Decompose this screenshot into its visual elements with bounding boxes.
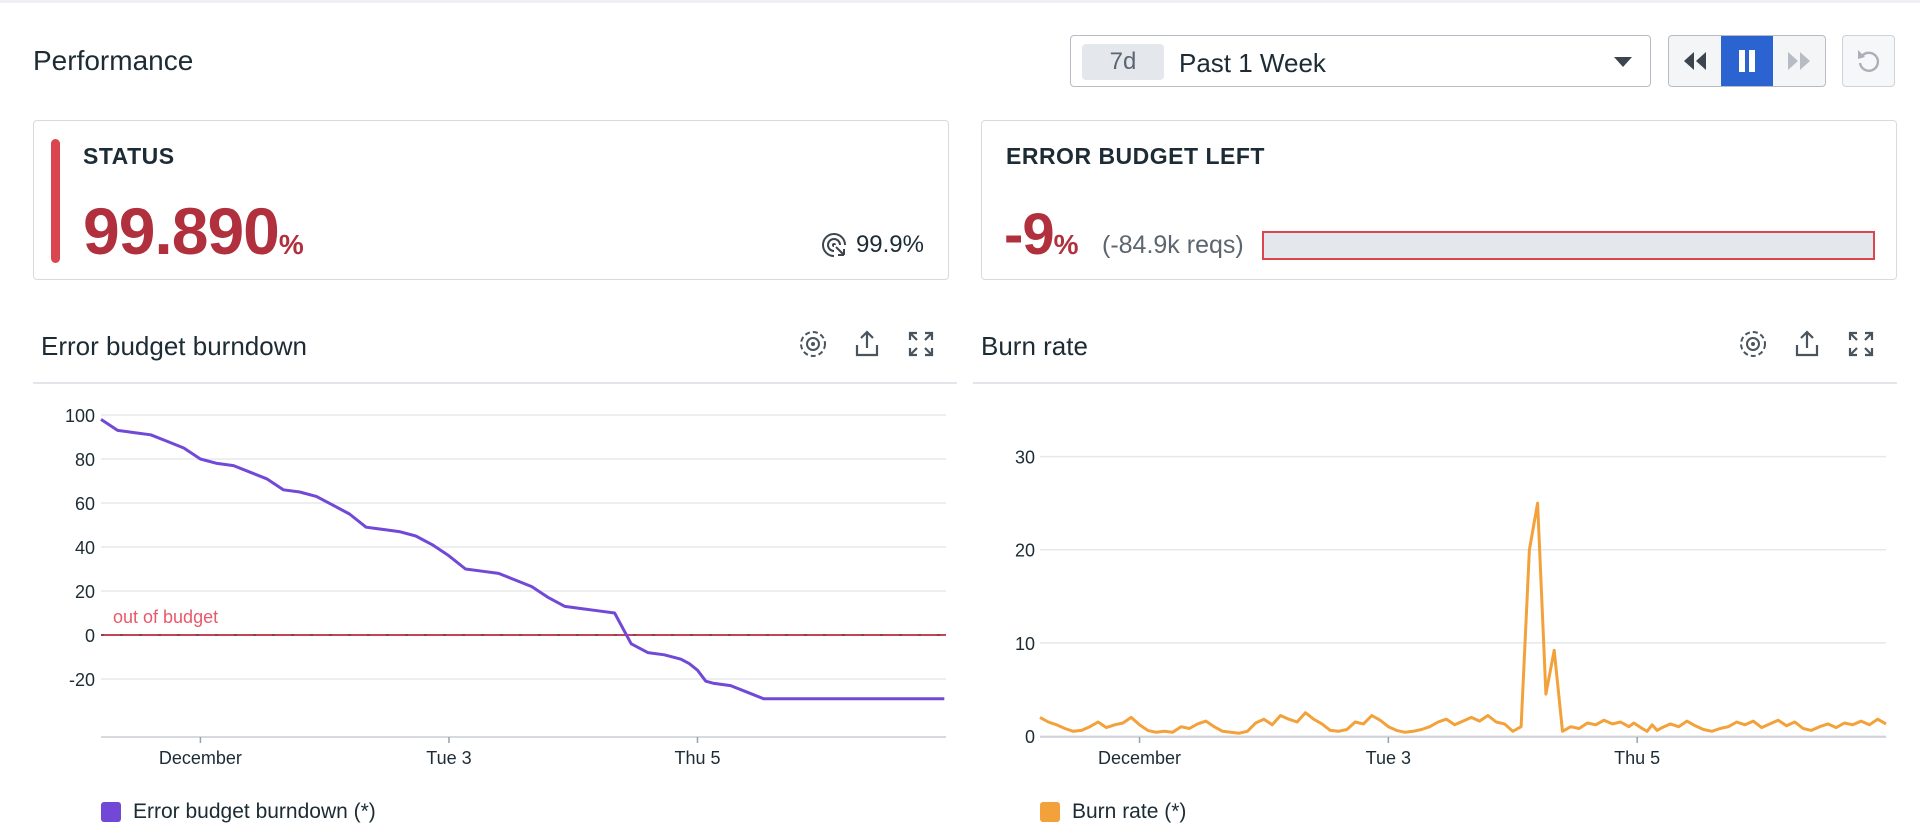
budget-progress-bar: [1262, 231, 1875, 260]
y-tick-label: 60: [75, 494, 95, 514]
status-unit: %: [278, 229, 304, 260]
burnrate-legend-label: Burn rate (*): [1072, 800, 1187, 823]
expand-icon: [908, 331, 934, 357]
burnrate-chart: 30 20 10 0 December Tue 3 Thu 5: [1015, 448, 1887, 768]
series-line: [1039, 501, 1887, 735]
status-indicator-bar: [51, 139, 60, 263]
burndown-divider: [33, 382, 957, 384]
status-card: STATUS 99.890% 99.9%: [33, 120, 949, 280]
y-tick-label: 20: [1015, 541, 1035, 561]
time-range-chip: 7d: [1082, 44, 1164, 80]
x-tick-label: Tue 3: [1366, 748, 1411, 768]
error-budget-card: ERROR BUDGET LEFT -9% (-84.9k reqs): [981, 120, 1897, 280]
x-tick-label: Tue 3: [426, 748, 471, 768]
status-number: 99.890: [83, 194, 280, 268]
x-tick-label: December: [159, 748, 242, 768]
burnrate-divider: [973, 382, 1897, 384]
burndown-chart: 100 80 60 40 20 0 -20 December Tue 3 Thu 5 out of …: [65, 406, 946, 768]
x-tick-label: December: [1098, 748, 1181, 768]
pause-icon: [1739, 50, 1755, 72]
budget-value: -9%: [1004, 201, 1079, 268]
correlation-icon: [800, 331, 826, 357]
y-tick-label: -20: [69, 670, 95, 690]
y-tick-label: 30: [1015, 448, 1035, 468]
slo-target-value: 99.9%: [855, 231, 924, 258]
budget-heading: ERROR BUDGET LEFT: [1006, 143, 1265, 169]
y-tick-label: 20: [75, 582, 95, 602]
export-icon: [1795, 330, 1819, 357]
burndown-legend-label: Error budget burndown (*): [133, 800, 376, 823]
fast-forward-button[interactable]: [1773, 36, 1825, 86]
caret-down-icon: [1614, 57, 1632, 67]
export-icon: [855, 330, 879, 357]
playback-controls: [1668, 35, 1826, 87]
burndown-legend-swatch: [101, 802, 121, 822]
status-value: 99.890%: [83, 193, 304, 269]
page-title: Performance: [33, 45, 194, 76]
expand-icon: [1848, 331, 1874, 357]
series-line: [100, 418, 945, 701]
burndown-toolbar: [797, 328, 937, 360]
x-tick-label: Thu 5: [674, 748, 720, 768]
y-tick-label: 80: [75, 450, 95, 470]
y-tick-label: 0: [85, 626, 95, 646]
burnrate-correlations-button[interactable]: [1737, 328, 1769, 360]
slo-target: 99.9%: [820, 231, 924, 259]
budget-requests: (-84.9k reqs): [1102, 231, 1244, 259]
burndown-legend[interactable]: Error budget burndown (*): [101, 800, 376, 824]
status-heading: STATUS: [83, 143, 175, 169]
pause-button[interactable]: [1721, 36, 1773, 86]
y-tick-label: 0: [1025, 727, 1035, 747]
budget-unit: %: [1053, 229, 1079, 260]
burndown-correlations-button[interactable]: [797, 328, 829, 360]
y-tick-label: 10: [1015, 634, 1035, 654]
time-range-label: Past 1 Week: [1179, 48, 1326, 78]
reset-button[interactable]: [1842, 35, 1895, 87]
threshold-label: out of budget: [113, 607, 218, 627]
y-tick-label: 40: [75, 538, 95, 558]
burnrate-title: Burn rate: [981, 331, 1088, 361]
burnrate-fullscreen-button[interactable]: [1845, 328, 1877, 360]
top-divider: [0, 0, 1920, 3]
reset-icon: [1857, 50, 1879, 72]
x-tick-label: Thu 5: [1614, 748, 1660, 768]
burndown-export-button[interactable]: [851, 328, 883, 360]
y-tick-label: 100: [65, 406, 95, 426]
burnrate-toolbar: [1737, 328, 1877, 360]
rewind-icon: [1684, 52, 1706, 70]
budget-number: -9: [1004, 202, 1055, 267]
target-icon: [821, 233, 848, 259]
rewind-button[interactable]: [1669, 36, 1721, 86]
burndown-title: Error budget burndown: [41, 331, 307, 361]
burnrate-legend[interactable]: Burn rate (*): [1040, 800, 1186, 824]
burnrate-legend-swatch: [1040, 802, 1060, 822]
correlation-icon: [1740, 331, 1766, 357]
burnrate-export-button[interactable]: [1791, 328, 1823, 360]
fast-forward-icon: [1788, 52, 1810, 70]
time-range-picker[interactable]: 7d Past 1 Week: [1070, 35, 1651, 87]
burndown-fullscreen-button[interactable]: [905, 328, 937, 360]
